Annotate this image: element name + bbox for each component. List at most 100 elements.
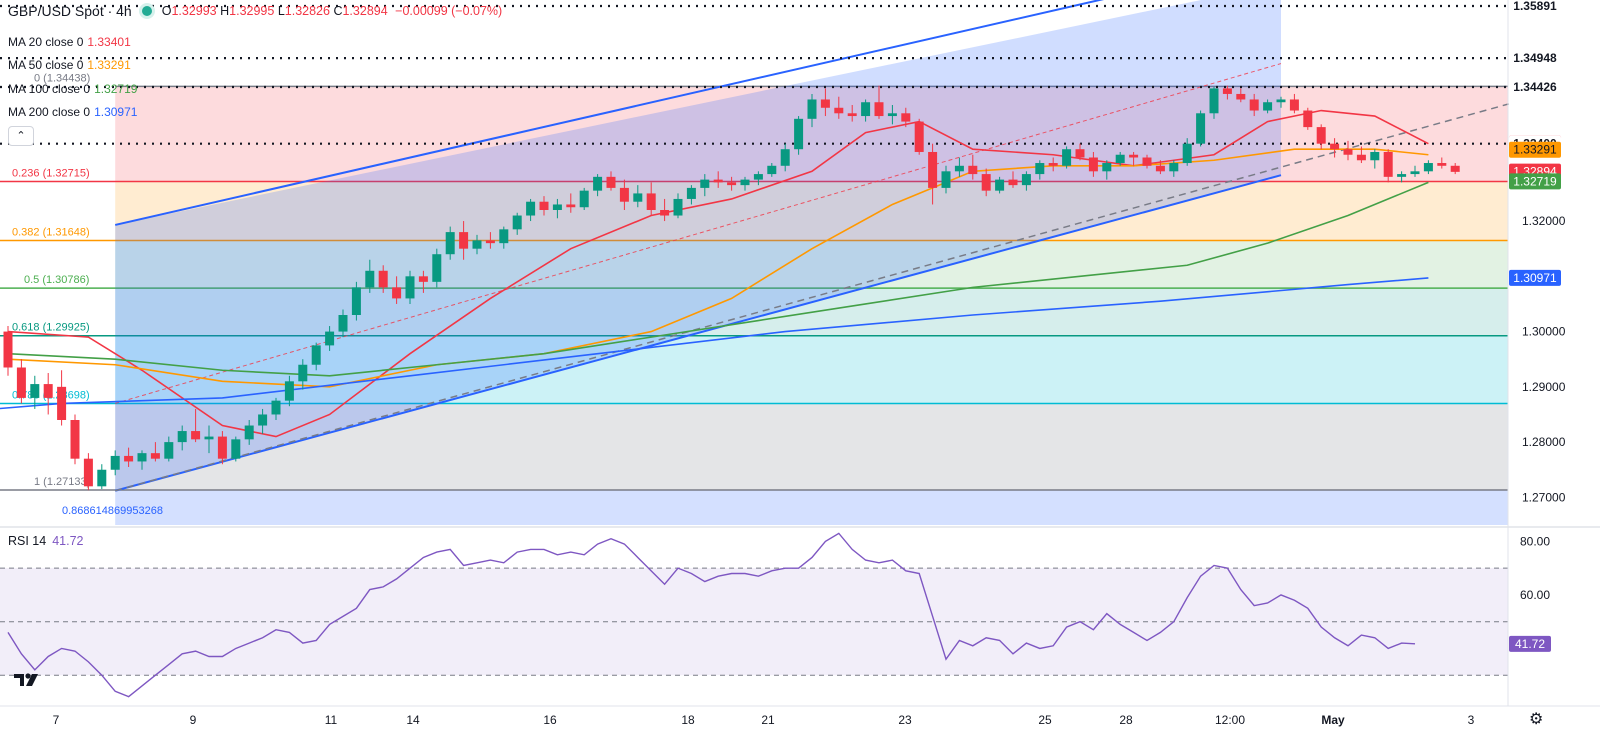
collapse-legend-button[interactable]: ⌃	[8, 126, 34, 146]
legend-ma20[interactable]: MA 20 close 0 1.33401	[8, 35, 131, 49]
candle-body	[619, 187, 629, 202]
legend-ma50[interactable]: MA 50 close 0 1.33291	[8, 58, 131, 72]
fib-band	[115, 403, 1509, 491]
candle-body	[1102, 163, 1112, 172]
candle-body	[646, 193, 656, 210]
candle	[1035, 160, 1045, 180]
candle-body	[512, 215, 522, 230]
price-label-text: 1.32719	[1513, 174, 1557, 188]
candle-body	[217, 436, 227, 459]
price-label-tag: 1.34948	[1509, 50, 1561, 67]
candle-body	[1249, 99, 1259, 111]
candle	[539, 196, 549, 216]
candle	[338, 309, 348, 338]
settings-gear-icon[interactable]: ⚙	[1529, 711, 1544, 728]
candle	[700, 174, 710, 197]
candle-body	[566, 204, 576, 208]
price-label-bg	[1509, 173, 1561, 190]
candle	[164, 436, 174, 462]
fib-label: 0.5 (1.30786)	[24, 274, 89, 286]
candle	[727, 176, 737, 191]
candle-body	[1303, 110, 1313, 128]
candle-body	[204, 436, 214, 440]
candle-body	[244, 425, 254, 440]
candle-body	[539, 201, 549, 210]
candle	[1289, 93, 1299, 114]
candle-body	[780, 149, 790, 166]
candle	[16, 359, 26, 404]
candle-body	[526, 201, 536, 216]
candle	[445, 226, 455, 260]
candle-body	[43, 384, 53, 398]
candle	[57, 370, 67, 426]
time-tick-label: 12:00	[1215, 713, 1245, 727]
candle-body	[110, 455, 120, 470]
candle	[1182, 138, 1192, 166]
price-tick-label: 1.28000	[1522, 435, 1566, 449]
candle	[1021, 171, 1031, 191]
candle-body	[70, 420, 80, 459]
fib-extra-label: 0.868614869953268	[62, 505, 163, 517]
time-tick-label: 3	[1468, 713, 1475, 727]
candle	[1075, 143, 1085, 161]
fib-label: 1 (1.27133)	[34, 476, 90, 488]
candle-body	[150, 453, 160, 459]
tradingview-logo-icon[interactable]	[12, 670, 40, 692]
price-label-text: 1.33291	[1513, 143, 1557, 157]
candle	[217, 431, 227, 465]
candle-body	[981, 174, 991, 191]
channel-midline	[114, 103, 1510, 492]
candle	[753, 171, 763, 186]
candle-body	[124, 455, 134, 462]
candle-body	[794, 118, 804, 150]
price-tick-label: 1.27000	[1522, 490, 1566, 504]
candle	[3, 326, 13, 376]
candle-body	[445, 232, 455, 255]
candle	[1383, 149, 1393, 183]
candle	[1062, 146, 1072, 169]
candle	[30, 375, 40, 409]
price-tick-label: 1.32000	[1522, 214, 1566, 228]
candle-body	[847, 113, 857, 117]
candle-body	[164, 442, 174, 459]
candle	[713, 171, 723, 188]
candle-body	[271, 400, 281, 415]
candle-body	[1021, 174, 1031, 186]
price-tick-label: 1.30000	[1522, 325, 1566, 339]
fib-label: 0.382 (1.31648)	[12, 227, 90, 239]
candle	[968, 154, 978, 180]
time-tick-label: 21	[761, 713, 775, 727]
candle-body	[834, 107, 844, 114]
candle	[1276, 96, 1286, 108]
candle	[767, 163, 777, 177]
candle	[244, 420, 254, 445]
candle	[820, 88, 830, 117]
candle	[552, 198, 562, 219]
symbol-title[interactable]: GBP/USD Spot · 4h	[8, 3, 132, 19]
candle-body	[418, 276, 428, 282]
candle	[1008, 171, 1018, 188]
legend-ma200[interactable]: MA 200 close 0 1.30971	[8, 105, 138, 119]
candle-body	[807, 99, 817, 119]
candle-body	[740, 179, 750, 186]
candle-body	[284, 381, 294, 401]
candle-body	[901, 113, 911, 122]
candle	[566, 193, 576, 213]
candle-body	[1129, 154, 1139, 158]
candle-body	[231, 439, 241, 459]
candle	[1102, 160, 1112, 180]
candle	[231, 436, 241, 462]
candle	[1316, 124, 1326, 150]
candle-body	[1155, 165, 1165, 172]
candle-body	[941, 171, 951, 188]
rsi-legend[interactable]: RSI 14 41.72	[8, 534, 84, 548]
time-tick-label: 11	[325, 713, 338, 727]
rsi-last-label: 41.72	[1515, 637, 1545, 651]
candle	[740, 176, 750, 191]
candle	[1129, 151, 1139, 166]
price-label-bg	[1509, 78, 1561, 95]
legend-ma100[interactable]: MA 100 close 0 1.32719	[8, 82, 138, 96]
candle	[1410, 165, 1420, 177]
time-tick-label: 14	[406, 713, 420, 727]
